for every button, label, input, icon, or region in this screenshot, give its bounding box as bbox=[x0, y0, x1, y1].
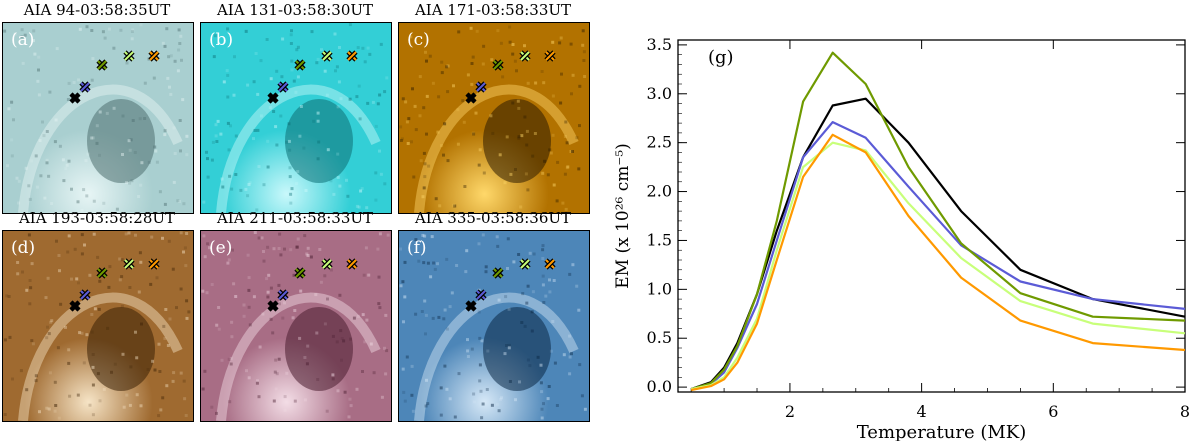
x-axis-label: Temperature (MK) bbox=[857, 422, 1027, 441]
position-marker bbox=[519, 258, 531, 270]
position-marker bbox=[346, 258, 358, 270]
position-marker bbox=[148, 258, 160, 270]
panel-title-d: AIA 193-03:58:28UT bbox=[18, 209, 176, 227]
position-marker bbox=[123, 258, 135, 270]
series-line-2 bbox=[690, 51, 1186, 391]
position-marker bbox=[267, 300, 279, 312]
y-tick-label: 2.0 bbox=[647, 182, 672, 201]
position-marker bbox=[465, 92, 477, 104]
chart-panel-label: (g) bbox=[708, 47, 734, 68]
panel-label-d: (d) bbox=[11, 238, 35, 258]
position-marker bbox=[148, 50, 160, 62]
aia-image-b: (b) bbox=[200, 22, 392, 214]
position-marker bbox=[465, 300, 477, 312]
panel-title-a: AIA 94-03:58:35UT bbox=[23, 1, 171, 19]
y-tick-label: 3.5 bbox=[647, 35, 672, 54]
position-marker bbox=[96, 59, 108, 71]
y-tick-label: 3.0 bbox=[647, 84, 672, 103]
position-marker bbox=[277, 81, 289, 93]
panel-title-c: AIA 171-03:58:33UT bbox=[414, 1, 572, 19]
panel-title-e: AIA 211-03:58:33UT bbox=[216, 209, 374, 227]
panel-title-f: AIA 335-03:58:36UT bbox=[414, 209, 572, 227]
x-tick-label: 2 bbox=[785, 402, 795, 421]
y-tick-label: 2.5 bbox=[647, 133, 672, 152]
position-marker bbox=[294, 267, 306, 279]
y-tick-label: 1.0 bbox=[647, 279, 672, 298]
panel-label-a: (a) bbox=[11, 30, 34, 50]
panel-label-c: (c) bbox=[407, 30, 430, 50]
position-marker bbox=[277, 289, 289, 301]
position-marker bbox=[544, 258, 556, 270]
position-marker bbox=[492, 267, 504, 279]
y-tick-label: 1.5 bbox=[647, 230, 672, 249]
position-marker bbox=[475, 289, 487, 301]
position-marker bbox=[346, 50, 358, 62]
position-marker bbox=[69, 92, 81, 104]
position-marker bbox=[79, 81, 91, 93]
aia-image-a: (a) bbox=[2, 22, 194, 214]
aia-image-c: (c) bbox=[398, 22, 590, 214]
position-marker bbox=[294, 59, 306, 71]
panel-title-b: AIA 131-03:58:30UT bbox=[216, 1, 374, 19]
position-marker bbox=[321, 50, 333, 62]
aia-image-e: (e) bbox=[200, 230, 392, 422]
x-tick-label: 6 bbox=[1048, 402, 1058, 421]
y-axis-label: EM (x 10²⁶ cm⁻⁵) bbox=[613, 143, 633, 289]
position-marker bbox=[267, 92, 279, 104]
position-marker bbox=[492, 59, 504, 71]
y-tick-label: 0.5 bbox=[647, 328, 672, 347]
position-marker bbox=[123, 50, 135, 62]
em-line-chart: 2 4 6 8 0.0 0.5 1.0 1.5 2.0 2.5 3.0 3.5 Temperature … bbox=[613, 35, 1190, 441]
y-tick-label: 0.0 bbox=[647, 377, 672, 396]
panel-label-b: (b) bbox=[209, 30, 233, 50]
panel-label-f: (f) bbox=[407, 238, 427, 258]
aia-image-d: (d) bbox=[2, 230, 194, 422]
position-marker bbox=[69, 300, 81, 312]
position-marker bbox=[475, 81, 487, 93]
panel-label-e: (e) bbox=[209, 238, 232, 258]
aia-image-f: (f) bbox=[398, 230, 590, 422]
position-marker bbox=[544, 50, 556, 62]
x-tick-label: 4 bbox=[917, 402, 927, 421]
x-tick-label: 8 bbox=[1180, 402, 1190, 421]
position-marker bbox=[321, 258, 333, 270]
position-marker bbox=[96, 267, 108, 279]
series-line-4 bbox=[690, 133, 1186, 392]
position-marker bbox=[519, 50, 531, 62]
series-line-1 bbox=[690, 120, 1186, 391]
position-marker bbox=[79, 289, 91, 301]
plot-frame bbox=[677, 39, 1186, 393]
